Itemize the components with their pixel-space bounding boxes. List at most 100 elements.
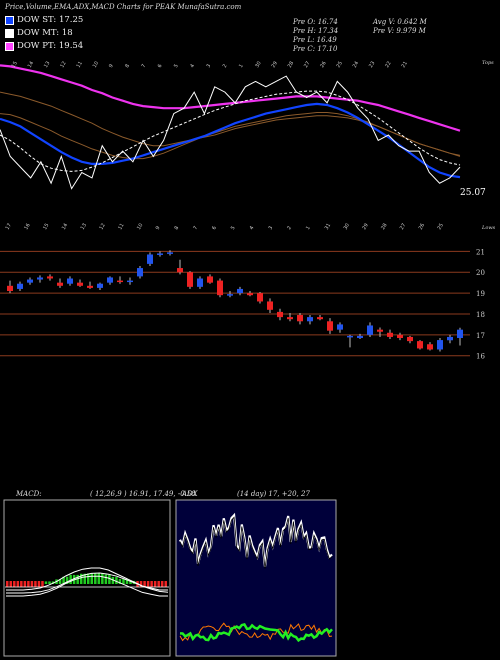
macd-hist-bar xyxy=(69,574,72,584)
prev-close: Pre C: 17.10 xyxy=(293,45,338,53)
macd-hist-bar xyxy=(125,578,129,584)
legend-mt-label: DOW MT: 18 xyxy=(17,28,73,38)
candle-body xyxy=(87,285,93,288)
candle-body xyxy=(417,341,423,349)
macd-hist-bar xyxy=(87,573,90,584)
candle-body xyxy=(277,311,283,318)
macd-hist-bar xyxy=(150,581,153,587)
top-tick-label: 9 xyxy=(108,63,115,69)
candle-body xyxy=(437,340,443,350)
candle-body xyxy=(377,329,383,332)
macd-hist-bar xyxy=(122,578,125,584)
low-tick-label: 16 xyxy=(23,222,31,231)
ema-last-value: 25.07 xyxy=(460,188,486,198)
low-tick-label: 6 xyxy=(211,225,218,231)
price-tick-label: 21 xyxy=(476,248,485,256)
macd-hist-bar xyxy=(20,581,23,587)
low-tick-label: 9 xyxy=(155,225,162,231)
prev-open: Pre O: 16.74 xyxy=(293,18,338,26)
candle-body xyxy=(77,282,83,286)
candle-body xyxy=(47,276,53,279)
top-tick-label: 12 xyxy=(59,60,67,69)
top-tick-label: 25 xyxy=(336,60,344,69)
legend-st-swatch xyxy=(5,16,14,25)
price-tick-label: 16 xyxy=(476,353,485,361)
candle-body xyxy=(237,288,243,294)
low-tick-label: 15 xyxy=(42,222,50,231)
price-tick-label: 19 xyxy=(476,290,485,298)
candle-body xyxy=(387,332,393,337)
top-tick-label: 6 xyxy=(157,63,164,69)
candle-body xyxy=(287,317,293,320)
candle-body xyxy=(307,317,313,322)
macd-hist-bar xyxy=(76,574,79,584)
adx-title: ADX xyxy=(182,490,198,498)
tops-label: Tops xyxy=(482,60,494,66)
top-tick-label: 30 xyxy=(254,60,262,69)
macd-hist-bar xyxy=(6,581,9,587)
low-tick-label: 10 xyxy=(136,222,144,231)
low-tick-label: 30 xyxy=(343,222,351,231)
candle-body xyxy=(337,324,343,330)
candle-body xyxy=(97,283,103,288)
candle-body xyxy=(357,335,363,338)
macd-hist-bar xyxy=(16,581,20,587)
macd-hist-bar xyxy=(118,578,122,584)
ema-series-dow-pt xyxy=(0,64,461,132)
top-tick-label: 8 xyxy=(124,63,131,69)
low-tick-label: 3 xyxy=(267,225,274,231)
macd-hist-bar xyxy=(37,581,41,587)
top-tick-label: 24 xyxy=(352,60,360,69)
top-tick-label: 7 xyxy=(141,63,148,69)
low-tick-label: 5 xyxy=(230,225,237,231)
candle-body xyxy=(407,336,413,342)
legend-st-label: DOW ST: 17.25 xyxy=(17,15,84,25)
legend-pt-label: DOW PT: 19.54 xyxy=(17,41,84,51)
top-tick-label: 21 xyxy=(401,60,409,69)
low-tick-label: 27 xyxy=(399,222,407,231)
macd-hist-bar xyxy=(139,581,143,587)
ema-series-dow-mt xyxy=(0,90,461,172)
top-tick-label: 28 xyxy=(287,60,295,69)
low-tick-label: 4 xyxy=(249,225,256,231)
top-tick-label: 1 xyxy=(238,63,245,69)
candle-body xyxy=(197,278,203,287)
macd-hist-bar xyxy=(83,573,86,584)
candle-body xyxy=(457,329,463,338)
macd-hist-bar xyxy=(62,576,65,584)
low-tick-label: 29 xyxy=(361,222,369,231)
macd-title: MACD: xyxy=(16,490,42,498)
price-tick-label: 17 xyxy=(476,332,485,340)
low-tick-label: 12 xyxy=(98,222,106,231)
low-tick-label: 31 xyxy=(324,222,332,231)
candle-body xyxy=(257,293,263,302)
top-tick-label: 14 xyxy=(27,60,35,69)
top-tick-label: 29 xyxy=(271,60,279,69)
candle-body xyxy=(367,325,373,335)
candle-body xyxy=(427,344,433,350)
low-tick-label: 7 xyxy=(192,225,199,231)
price-tick-label: 20 xyxy=(476,269,485,277)
candle-body xyxy=(187,272,193,287)
macd-hist-bar xyxy=(90,573,94,584)
candle-body xyxy=(347,335,353,338)
candle-body xyxy=(147,254,153,264)
macd-hist-bar xyxy=(143,581,146,587)
macd-hist-bar xyxy=(58,579,62,584)
macd-hist-bar xyxy=(108,574,111,584)
adx-plus-di-line xyxy=(179,622,333,643)
low-tick-label: 25 xyxy=(437,222,445,231)
candle-body xyxy=(177,268,183,273)
macd-line-extra xyxy=(6,575,168,597)
macd-signal-line xyxy=(6,572,169,594)
macd-hist-bar xyxy=(48,581,51,584)
macd-hist-bar xyxy=(160,581,164,587)
candle-body xyxy=(157,253,163,255)
macd-hist-bar xyxy=(34,581,37,587)
low-tick-label: 26 xyxy=(418,222,426,231)
candle-body xyxy=(297,315,303,322)
prev-low: Pre L: 16.49 xyxy=(293,36,337,44)
macd-hist-bar xyxy=(13,581,16,587)
candle-body xyxy=(67,278,73,284)
